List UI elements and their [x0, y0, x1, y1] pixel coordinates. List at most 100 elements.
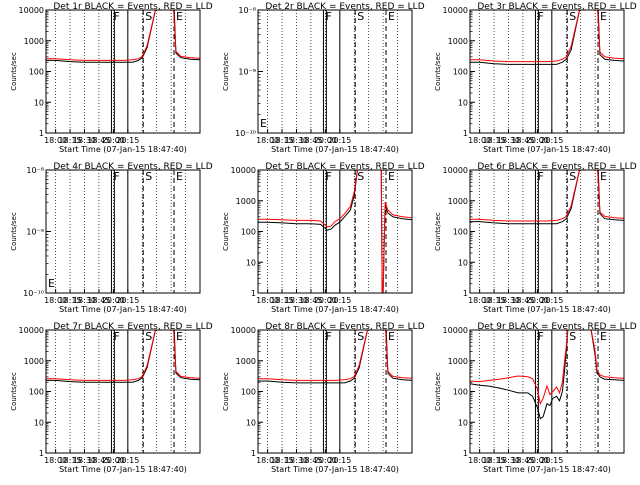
x-tick-label: 18:45 [299, 296, 322, 305]
y-tick-label: 1000 [24, 357, 44, 366]
y-tick-label: 1 [251, 449, 256, 458]
x-tick-label: 18:45 [511, 456, 534, 465]
x-tick-label: 18:30 [497, 136, 520, 145]
y-tick-label: 10⁻⁸ [238, 6, 256, 15]
x-axis-label: Start Time (07-Jan-15 18:47:40) [271, 465, 399, 474]
x-tick-label: 18:45 [299, 136, 322, 145]
x-tick-label: 18:45 [87, 456, 110, 465]
x-tick-label: 18:15 [271, 296, 294, 305]
y-axis-label: Counts/sec [10, 212, 18, 251]
y-tick-label: 10000 [231, 166, 256, 175]
x-axis-label: Start Time (07-Jan-15 18:47:40) [271, 145, 399, 154]
marker-label: F [113, 330, 119, 343]
y-tick-label: 1000 [448, 197, 468, 206]
x-axis-label: Start Time (07-Jan-15 18:47:40) [59, 465, 187, 474]
marker-label: F [537, 170, 543, 183]
y-tick-label: 10⁻⁹ [26, 228, 44, 237]
corner-label: E [48, 277, 55, 290]
y-tick-label: 100 [453, 228, 468, 237]
chart-title: Det 6r BLACK = Events, RED = LLD [477, 162, 636, 172]
x-tick-label: 20:15 [540, 136, 563, 145]
y-tick-label: 100 [29, 68, 44, 77]
series-line-lld [470, 10, 624, 63]
series-line-lld [46, 10, 200, 61]
marker-label: E [176, 10, 183, 23]
x-axis-label: Start Time (07-Jan-15 18:47:40) [483, 145, 611, 154]
marker-label: F [325, 170, 331, 183]
x-tick-label: 18:00 [256, 296, 279, 305]
series-line-lld [46, 330, 200, 381]
x-tick-label: 18:00 [44, 296, 67, 305]
y-tick-label: 10000 [19, 6, 44, 15]
x-tick-label: 20:15 [540, 296, 563, 305]
x-tick-label: 18:45 [299, 456, 322, 465]
x-tick-label: 20:00 [526, 136, 549, 145]
y-axis-label: Counts/sec [434, 212, 442, 251]
y-tick-label: 10 [246, 258, 256, 267]
marker-label: S [569, 10, 576, 23]
x-tick-label: 18:00 [44, 456, 67, 465]
x-tick-label: 18:15 [483, 136, 506, 145]
x-axis-label: Start Time (07-Jan-15 18:47:40) [59, 145, 187, 154]
y-axis-label: Counts/sec [10, 52, 18, 91]
y-tick-label: 100 [241, 228, 256, 237]
x-tick-label: 20:15 [116, 456, 139, 465]
y-tick-label: 1 [39, 449, 44, 458]
x-tick-label: 18:15 [59, 296, 82, 305]
x-tick-label: 20:00 [102, 296, 125, 305]
x-tick-label: 20:00 [526, 456, 549, 465]
x-tick-label: 18:30 [73, 296, 96, 305]
x-tick-label: 18:30 [285, 456, 308, 465]
marker-label: S [569, 330, 576, 343]
y-tick-label: 10000 [231, 326, 256, 335]
y-tick-label: 100 [453, 388, 468, 397]
y-tick-label: 1 [463, 449, 468, 458]
marker-label: E [600, 330, 607, 343]
y-tick-label: 10000 [443, 166, 468, 175]
marker-label: S [357, 170, 364, 183]
y-tick-label: 1000 [236, 357, 256, 366]
y-axis-label: Counts/sec [10, 372, 18, 411]
chart-title: Det 4r BLACK = Events, RED = LLD [53, 162, 212, 172]
y-tick-label: 10000 [443, 326, 468, 335]
y-tick-label: 10⁻¹⁰ [23, 289, 44, 298]
marker-label: E [600, 170, 607, 183]
y-tick-label: 1 [463, 129, 468, 138]
x-axis-label: Start Time (07-Jan-15 18:47:40) [271, 305, 399, 314]
y-tick-label: 100 [241, 388, 256, 397]
chart-title: Det 5r BLACK = Events, RED = LLD [265, 162, 424, 172]
marker-label: F [537, 10, 543, 23]
x-tick-label: 18:30 [285, 136, 308, 145]
y-tick-label: 10⁻⁸ [26, 166, 44, 175]
x-tick-label: 20:15 [328, 456, 351, 465]
marker-label: E [388, 330, 395, 343]
series-line-lld [470, 170, 624, 222]
x-tick-label: 18:30 [73, 136, 96, 145]
y-tick-label: 10000 [443, 6, 468, 15]
chart-title: Det 2r BLACK = Events, RED = LLD [265, 2, 424, 12]
corner-label: E [260, 117, 267, 130]
x-tick-label: 18:15 [59, 456, 82, 465]
y-tick-label: 1000 [448, 37, 468, 46]
y-tick-label: 100 [453, 68, 468, 77]
y-axis-label: Counts/sec [434, 372, 442, 411]
chart-title: Det 7r BLACK = Events, RED = LLD [53, 322, 212, 332]
x-tick-label: 20:15 [116, 136, 139, 145]
marker-label: F [113, 10, 119, 23]
y-tick-label: 10⁻¹⁰ [235, 129, 256, 138]
marker-label: E [176, 170, 183, 183]
y-tick-label: 1000 [448, 357, 468, 366]
y-axis-label: Counts/sec [222, 372, 230, 411]
y-tick-label: 10 [458, 98, 468, 107]
y-axis-label: Counts/sec [222, 52, 230, 91]
x-tick-label: 20:15 [116, 296, 139, 305]
chart-title: Det 9r BLACK = Events, RED = LLD [477, 322, 636, 332]
y-tick-label: 10⁻⁹ [238, 68, 256, 77]
x-tick-label: 18:00 [256, 456, 279, 465]
